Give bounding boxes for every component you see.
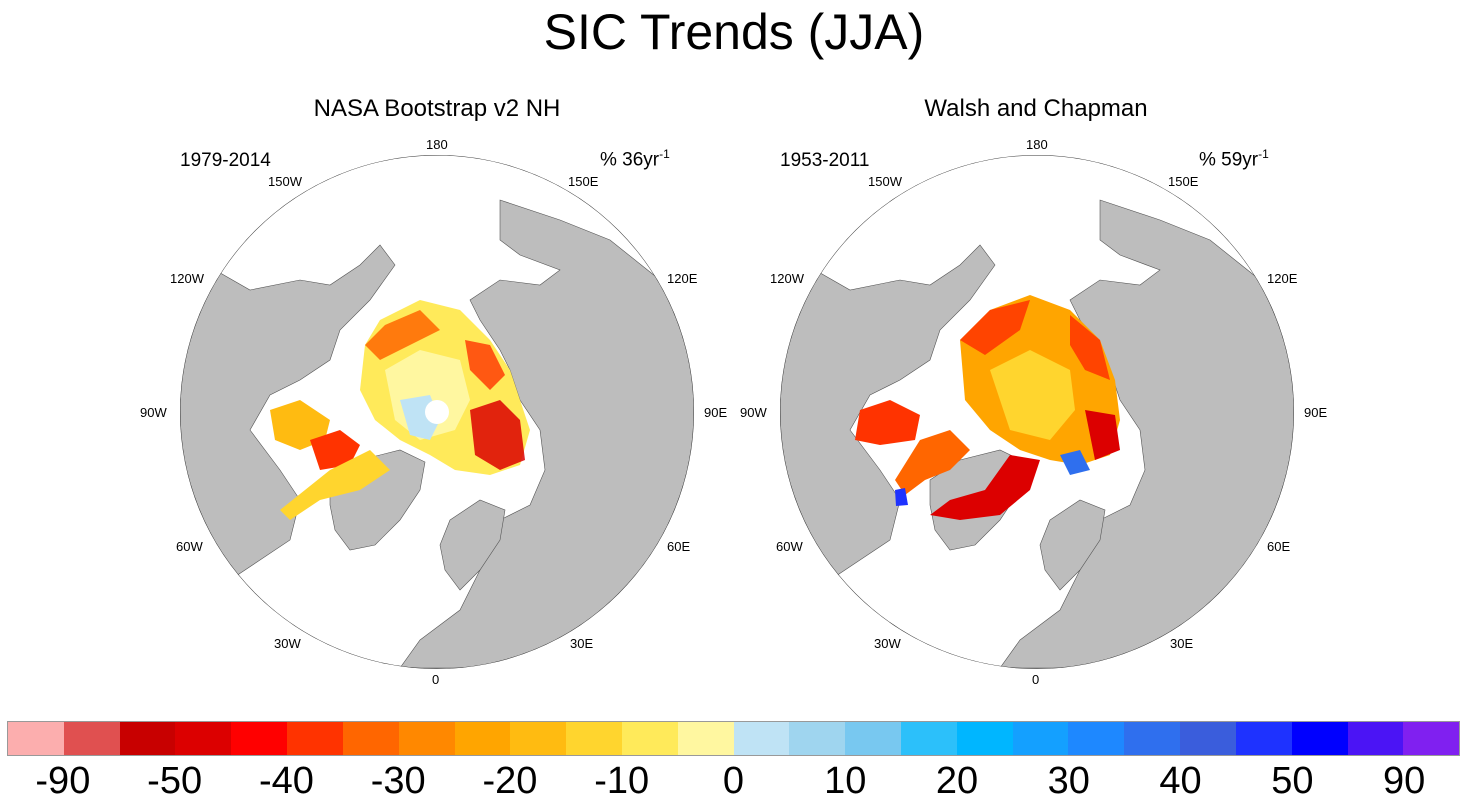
lon-label-150e: 150E	[568, 174, 599, 189]
colorbar-tick-label: 50	[1271, 760, 1314, 802]
lon-label-30e: 30E	[570, 636, 594, 651]
colorbar-swatch	[342, 722, 399, 755]
lon-label-30e: 30E	[1170, 636, 1194, 651]
panel-2-period: 1953-2011	[780, 150, 870, 171]
colorbar-tick-label: 10	[824, 760, 867, 802]
panel-1-map	[180, 155, 694, 669]
colorbar-swatch	[1403, 722, 1460, 755]
lon-label-60w: 60W	[176, 539, 203, 554]
colorbar-swatch	[454, 722, 511, 755]
colorbar-swatch	[1124, 722, 1181, 755]
colorbar-tick-label: 90	[1382, 760, 1426, 802]
colorbar-tick-label: 0	[722, 760, 745, 802]
lon-label-90e: 90E	[1304, 405, 1328, 420]
lon-label-30w: 30W	[274, 636, 301, 651]
scandinavia-land	[439, 499, 506, 591]
lon-label-0: 0	[432, 672, 440, 687]
colorbar-swatch	[956, 722, 1013, 755]
colorbar-swatch	[398, 722, 455, 755]
colorbar-swatch	[1291, 722, 1348, 755]
lon-label-30w: 30W	[874, 636, 901, 651]
lon-label-120w: 120W	[770, 271, 804, 286]
lon-label-90w: 90W	[140, 405, 167, 420]
colorbar-tick-label: 40	[1159, 760, 1202, 802]
colorbar-tick-label: -30	[370, 760, 426, 802]
colorbar-swatch	[789, 722, 846, 755]
panel-1-period: 1979-2014	[180, 150, 271, 171]
lon-label-150w: 150W	[868, 174, 902, 189]
lon-label-180: 180	[426, 137, 448, 152]
colorbar-swatch	[287, 722, 343, 755]
panel-1-units: % 36yr-1	[600, 147, 670, 171]
lon-label-90w: 90W	[740, 405, 767, 420]
lon-label-90e: 90E	[704, 405, 728, 420]
colorbar-swatch	[1347, 722, 1404, 755]
lon-label-60w: 60W	[776, 539, 803, 554]
colorbar-swatch	[8, 722, 64, 755]
colorbar-swatch	[1068, 722, 1125, 755]
scandinavia-land	[1039, 499, 1106, 591]
colorbar-tick-label: -20	[482, 760, 538, 802]
colorbar-swatch	[566, 722, 622, 755]
panel-2-units: % 59yr-1	[1199, 147, 1269, 171]
lon-label-120e: 120E	[1267, 271, 1298, 286]
lon-label-0: 0	[1032, 672, 1040, 687]
colorbar-swatch	[231, 722, 288, 755]
colorbar-tick-label: -90	[35, 760, 91, 802]
lon-label-150e: 150E	[1168, 174, 1199, 189]
panel-1-title: NASA Bootstrap v2 NH	[313, 95, 561, 122]
colorbar-swatch	[1235, 722, 1292, 755]
colorbar-tick-label: -10	[594, 760, 650, 802]
figure-title: SIC Trends (JJA)	[543, 4, 925, 60]
colorbar	[7, 721, 1460, 756]
colorbar-tick-label: -40	[258, 760, 314, 802]
colorbar-swatch	[845, 722, 901, 755]
colorbar-swatch	[901, 722, 957, 755]
colorbar-swatch	[510, 722, 567, 755]
colorbar-tick-label: -50	[147, 760, 203, 802]
lon-label-120w: 120W	[170, 271, 204, 286]
panel-2-title: Walsh and Chapman	[924, 95, 1148, 122]
panel-2-map	[780, 155, 1294, 669]
lon-label-150w: 150W	[268, 174, 302, 189]
colorbar-swatch	[677, 722, 734, 755]
colorbar-swatch	[1180, 722, 1236, 755]
colorbar-tick-label: 30	[1047, 760, 1090, 802]
colorbar-swatch	[733, 722, 790, 755]
baffin-ice	[270, 400, 330, 450]
polar-maps	[180, 155, 1294, 669]
lon-label-180: 180	[1026, 137, 1048, 152]
colorbar-swatch	[119, 722, 176, 755]
lon-label-60e: 60E	[1267, 539, 1291, 554]
colorbar-swatch	[1012, 722, 1069, 755]
colorbar-tick-label: 20	[935, 760, 979, 802]
colorbar-swatch	[621, 722, 678, 755]
colorbar-swatch	[63, 722, 120, 755]
north-america-land	[780, 244, 996, 581]
colorbar-swatch	[175, 722, 232, 755]
lon-label-60e: 60E	[667, 539, 691, 554]
lon-label-120e: 120E	[667, 271, 698, 286]
north-america-land	[180, 244, 396, 581]
